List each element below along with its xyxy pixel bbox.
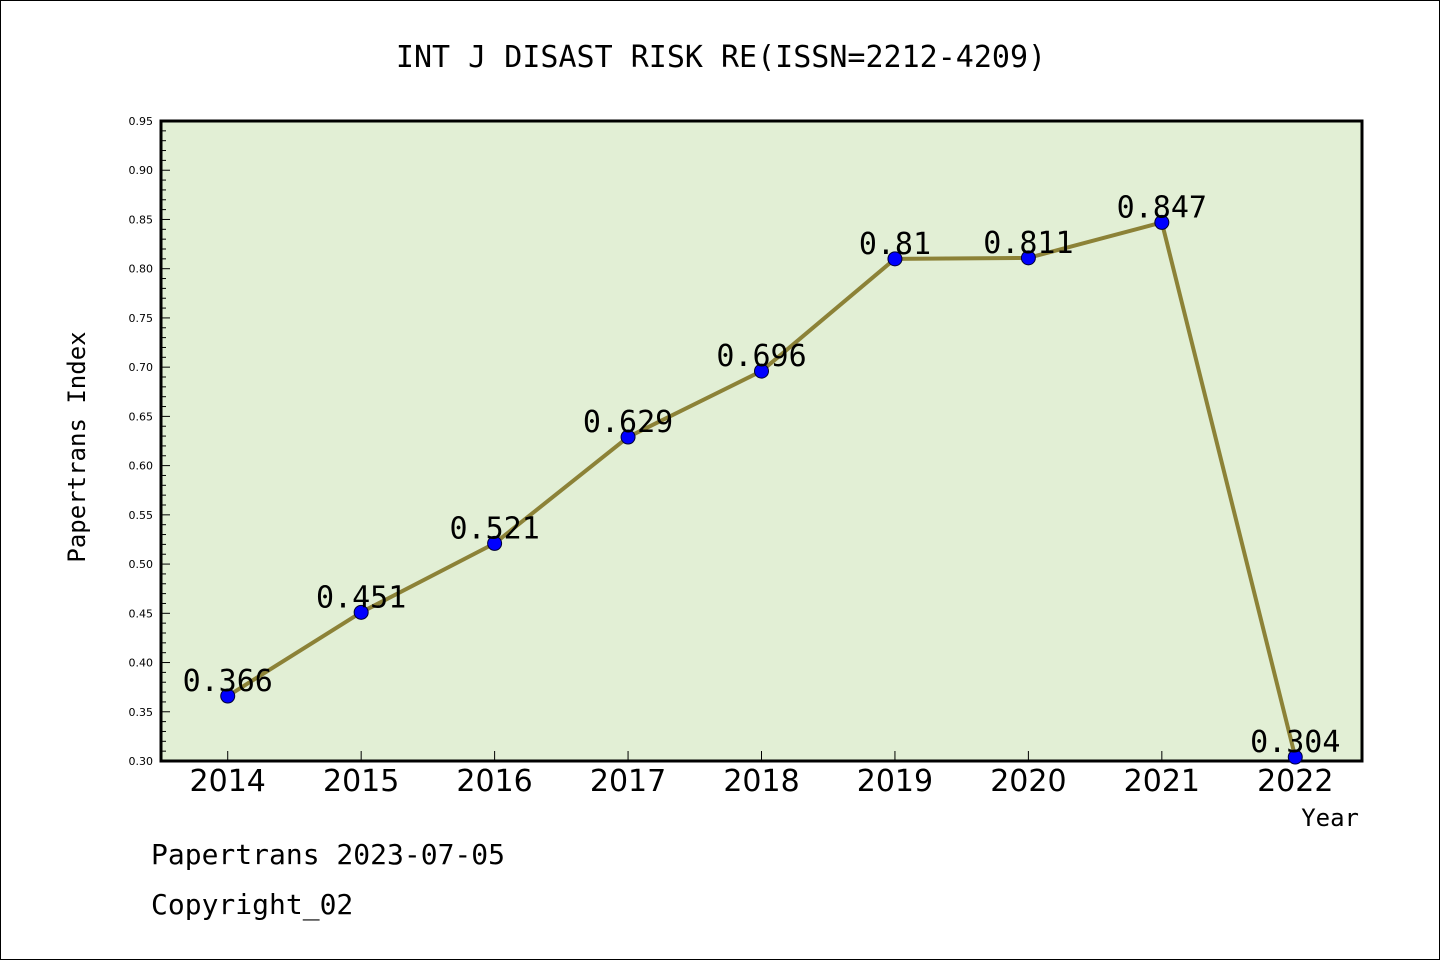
x-tick-label: 2022 xyxy=(1257,764,1333,799)
y-tick-label: 0.55 xyxy=(129,509,154,522)
x-axis-title: Year xyxy=(1301,804,1359,832)
y-tick-label: 0.90 xyxy=(129,164,154,177)
data-label: 0.696 xyxy=(716,339,806,374)
series-layer xyxy=(220,214,1303,765)
data-point xyxy=(1020,250,1036,266)
data-label: 0.811 xyxy=(983,226,1073,261)
data-point xyxy=(1154,214,1170,230)
y-tick-label: 0.85 xyxy=(129,213,154,226)
y-tick-label: 0.65 xyxy=(129,410,154,423)
data-point xyxy=(1287,749,1303,765)
footer-date-line: Papertrans 2023-07-05 xyxy=(151,838,505,871)
y-tick-label: 0.80 xyxy=(129,263,154,276)
x-tick-label: 2016 xyxy=(456,764,532,799)
plot-border xyxy=(159,119,1364,763)
y-tick-label: 0.70 xyxy=(129,361,154,374)
y-tick-label: 0.45 xyxy=(129,607,154,620)
y-tick-label: 0.40 xyxy=(129,657,154,670)
x-axis-tick-labels: 2014 2015 2016 2017 2018 2019 2020 2021 2022 xyxy=(190,764,1334,799)
y-tick-label: 0.75 xyxy=(129,312,154,325)
y-axis-title: Papertrans Index xyxy=(63,331,91,562)
data-point xyxy=(220,688,236,704)
x-tick-label: 2017 xyxy=(590,764,666,799)
x-tick-label: 2015 xyxy=(323,764,399,799)
y-tick-label: 0.30 xyxy=(129,755,154,768)
data-labels: 0.366 0.451 0.521 0.629 0.696 0.81 0.811 0.847 0… xyxy=(183,190,1341,760)
data-label: 0.847 xyxy=(1117,190,1207,225)
y-tick-label: 0.35 xyxy=(129,706,154,719)
x-tick-label: 2019 xyxy=(857,764,933,799)
y-tick-label: 0.50 xyxy=(129,558,154,571)
data-label: 0.629 xyxy=(583,405,673,440)
data-point xyxy=(620,429,636,445)
data-label: 0.304 xyxy=(1250,725,1340,760)
x-tick-label: 2021 xyxy=(1124,764,1200,799)
y-tick-label: 0.60 xyxy=(129,460,154,473)
x-tick-label: 2018 xyxy=(723,764,799,799)
data-point xyxy=(887,251,903,267)
x-tick-label: 2014 xyxy=(190,764,266,799)
y-tick-label: 0.95 xyxy=(129,115,154,128)
data-point xyxy=(487,535,503,551)
data-label: 0.521 xyxy=(449,511,539,546)
data-label: 0.451 xyxy=(316,580,406,615)
footer-copyright-line: Copyright_02 xyxy=(151,888,353,922)
data-point xyxy=(353,604,369,620)
x-tick-label: 2020 xyxy=(990,764,1066,799)
data-label: 0.81 xyxy=(859,227,931,262)
y-axis-tick-labels: 0.30 0.35 0.40 0.45 0.50 0.55 0.60 0.65 0.70 0.75… xyxy=(129,115,154,768)
data-label: 0.366 xyxy=(183,664,273,699)
chart-title: INT J DISAST RISK RE(ISSN=2212-4209) xyxy=(396,40,1046,75)
data-point xyxy=(754,363,769,379)
